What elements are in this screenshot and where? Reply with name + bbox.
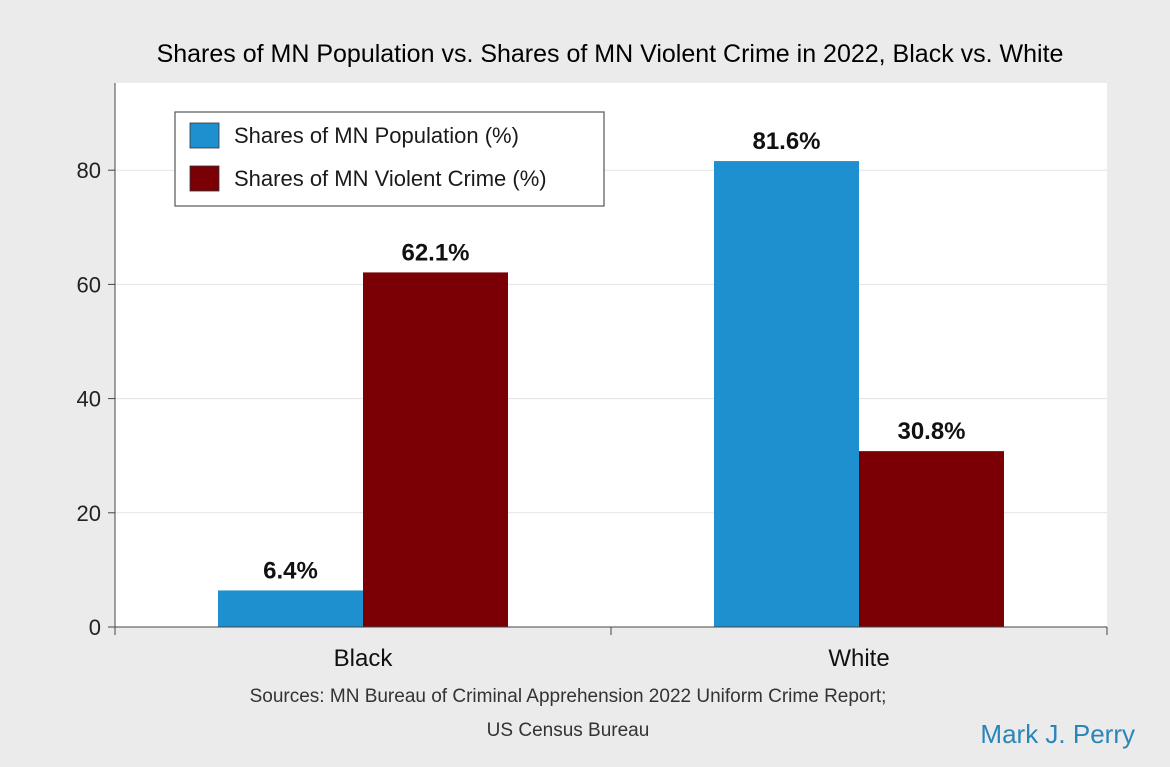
x-label-white: White [828, 645, 889, 672]
tick-labels: 0 20 40 60 80 [77, 158, 101, 640]
y-tick-label-60: 60 [77, 272, 101, 297]
data-label-white-population: 81.6% [752, 128, 820, 155]
source-line-1: Sources: MN Bureau of Criminal Apprehens… [250, 686, 887, 707]
legend-label-violent-crime: Shares of MN Violent Crime (%) [234, 166, 547, 191]
bars [218, 161, 1004, 627]
bar-white-population [714, 161, 859, 627]
category-labels: Black White [334, 645, 890, 672]
data-label-white-violent-crime: 30.8% [897, 418, 965, 445]
legend-box [174, 111, 605, 207]
legend-swatch-population [189, 122, 220, 149]
legend: Shares of MN Population (%) Shares of MN… [174, 111, 605, 207]
y-tick-label-40: 40 [77, 387, 101, 412]
y-tick-label-80: 80 [77, 158, 101, 183]
axes [108, 83, 1108, 635]
data-label-black-population: 6.4% [263, 557, 318, 584]
y-tick-label-0: 0 [89, 615, 101, 640]
author-credit: Mark J. Perry [980, 719, 1135, 749]
bar-black-population [218, 590, 363, 627]
x-label-black: Black [334, 645, 394, 672]
data-label-black-violent-crime: 62.1% [401, 239, 469, 266]
y-tick-label-20: 20 [77, 501, 101, 526]
bar-black-violent-crime [363, 272, 508, 627]
legend-label-population: Shares of MN Population (%) [234, 123, 519, 148]
data-labels: 6.4% 62.1% 81.6% 30.8% [263, 128, 965, 584]
source-line-2: US Census Bureau [487, 720, 650, 741]
bar-white-violent-crime [859, 451, 1004, 627]
legend-swatch-violent-crime [189, 165, 220, 192]
chart-title: Shares of MN Population vs. Shares of MN… [157, 40, 1064, 68]
